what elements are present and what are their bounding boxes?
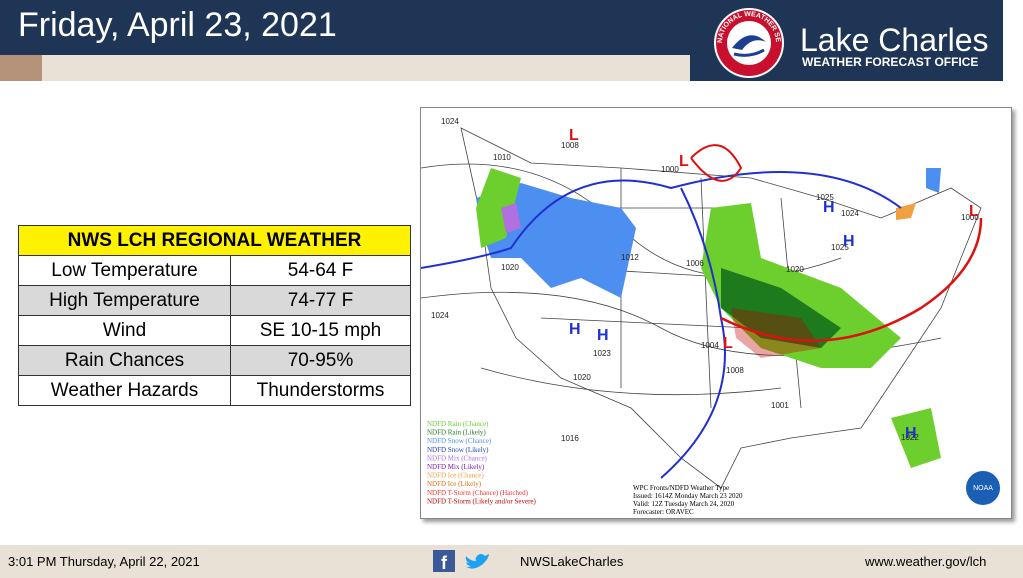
legend-item: NDFD Rain (Likely) — [427, 429, 486, 437]
table-row: Weather Hazards Thunderstorms — [18, 375, 412, 406]
website: www.weather.gov/lch — [865, 554, 987, 569]
pressure-label: 1023 — [593, 349, 611, 358]
row-value: SE 10-15 mph — [229, 315, 412, 346]
legend-item: NDFD Snow (Likely) — [427, 446, 489, 454]
pressure-label: 1020 — [573, 373, 591, 382]
pressure-label: 1020 — [786, 265, 804, 274]
row-label: Wind — [18, 315, 231, 346]
legend-item: NDFD Mix (Likely) — [427, 463, 485, 471]
table-row: High Temperature 74-77 F — [18, 285, 412, 316]
pressure-center: L — [569, 127, 579, 144]
pressure-label: 1022 — [901, 433, 919, 442]
office-name: Lake Charles — [800, 22, 989, 58]
legend-item: NDFD Ice (Likely) — [427, 480, 482, 488]
pressure-center: L — [679, 153, 689, 170]
pressure-label: 1020 — [501, 263, 519, 272]
map-caption: Valid: 12Z Tuesday March 24, 2020 — [633, 500, 735, 508]
pressure-center: L — [723, 335, 733, 352]
pressure-center: H — [843, 233, 855, 250]
row-value: 74-77 F — [229, 285, 412, 316]
pressure-label: 1008 — [726, 366, 744, 375]
pressure-label: 1024 — [841, 209, 859, 218]
header-accent — [0, 55, 42, 81]
row-label: Weather Hazards — [18, 375, 231, 406]
header-bar — [0, 0, 690, 55]
pressure-label: 1024 — [441, 117, 459, 126]
pressure-label: 1024 — [431, 311, 449, 320]
pressure-label: 1000 — [661, 165, 679, 174]
social-icons: f — [433, 550, 489, 573]
row-label: Rain Chances — [18, 345, 231, 376]
pressure-label: 1016 — [561, 434, 579, 443]
pressure-label: 1000 — [961, 213, 979, 222]
row-label: Low Temperature — [18, 255, 231, 286]
map-caption: WPC Fronts/NDFD Weather Type — [633, 484, 729, 492]
row-value: Thunderstorms — [229, 375, 412, 406]
map-caption: Issued: 1614Z Monday March 23 2020 — [633, 492, 743, 500]
pressure-center: H — [569, 321, 581, 338]
pressure-center: H — [597, 327, 609, 344]
weather-table: NWS LCH REGIONAL WEATHER Low Temperature… — [18, 225, 412, 406]
timestamp: 3:01 PM Thursday, April 22, 2021 — [8, 554, 200, 569]
table-row: Wind SE 10-15 mph — [18, 315, 412, 346]
title: Friday, April 23, 2021 — [18, 6, 337, 44]
pressure-center: H — [823, 199, 835, 216]
noaa-logo: NOAA — [973, 485, 993, 492]
pressure-label: 1008 — [561, 141, 579, 150]
svg-text:f: f — [441, 553, 448, 573]
pressure-label: 1001 — [771, 401, 789, 410]
row-label: High Temperature — [18, 285, 231, 316]
table-row: Low Temperature 54-64 F — [18, 255, 412, 286]
legend-item: NDFD Snow (Chance) — [427, 437, 492, 445]
pressure-label: 1004 — [701, 341, 719, 350]
pressure-label: 1012 — [621, 253, 639, 262]
row-value: 54-64 F — [229, 255, 412, 286]
social-handle: NWSLakeCharles — [520, 554, 624, 569]
footer: 3:01 PM Thursday, April 22, 2021 f NWSLa… — [0, 545, 1023, 578]
legend-item: NDFD T-Storm (Chance) (Hatched) — [427, 489, 529, 497]
pressure-label: 1006 — [686, 259, 704, 268]
legend-item: NDFD T-Storm (Likely and/or Severe) — [427, 497, 537, 505]
pressure-label: 1025 — [831, 243, 849, 252]
pressure-center: L — [969, 203, 979, 220]
legend-item: NDFD Ice (Chance) — [427, 472, 484, 480]
pressure-center: H — [905, 425, 917, 442]
table-row: Rain Chances 70-95% — [18, 345, 412, 376]
pressure-label: 1010 — [493, 153, 511, 162]
weather-map: 1024 1008 1000 1010 1020 1012 1006 1024 1023 1020… — [420, 107, 1012, 519]
legend-item: NDFD Mix (Chance) — [427, 454, 488, 462]
legend-item: NDFD Rain (Chance) — [427, 420, 489, 428]
table-title: NWS LCH REGIONAL WEATHER — [18, 225, 411, 256]
pressure-label: 1025 — [816, 193, 834, 202]
nws-logo: NATIONAL WEATHER SERVICE — [712, 6, 784, 78]
row-value: 70-95% — [229, 345, 412, 376]
office-subtitle: WEATHER FORECAST OFFICE — [802, 55, 979, 69]
map-caption: Forecaster: ORAVEC — [633, 508, 694, 516]
